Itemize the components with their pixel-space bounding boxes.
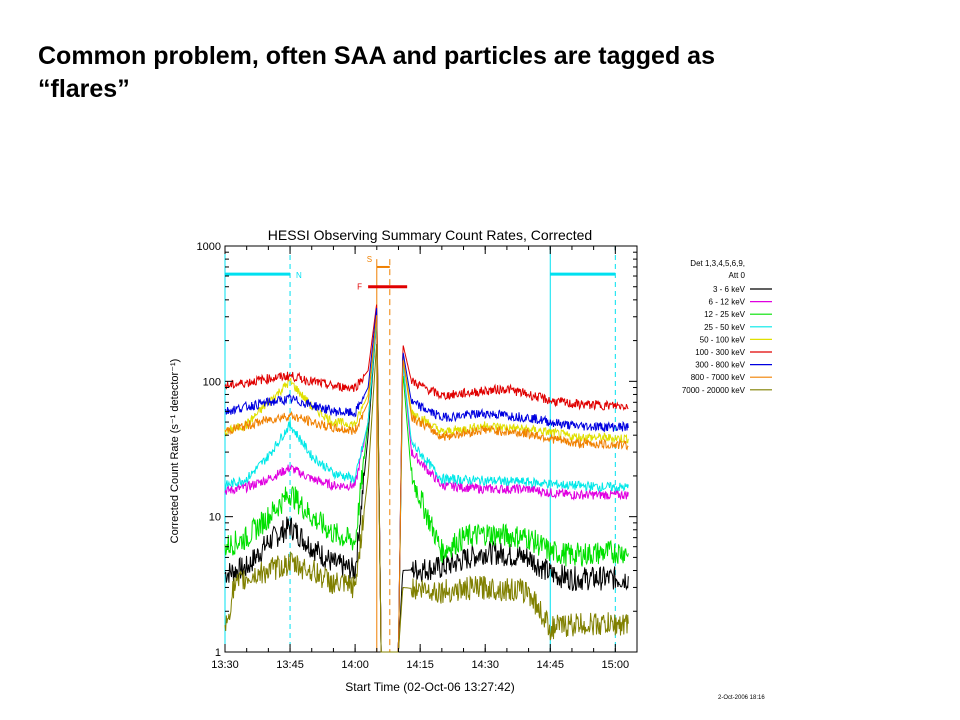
y-tick-label-1: 10: [209, 512, 221, 524]
x-tick-label-0: 13:30: [211, 659, 239, 671]
legend-entry-label-3: 25 - 50 keV: [704, 323, 746, 332]
legend-entry-label-2: 12 - 25 keV: [704, 310, 746, 319]
legend-entry-label-8: 7000 - 20000 keV: [682, 386, 746, 395]
legend-header-1: Att 0: [729, 271, 746, 280]
series-line-1: [224, 319, 629, 653]
legend-entry-label-1: 6 - 12 keV: [709, 298, 746, 307]
y-tick-label-2: 100: [203, 376, 221, 388]
footer-timestamp: 2-Oct-2006 18:16: [718, 695, 765, 701]
plot-area: N S F 1 10 100 1000 13:30 13:45 14:00 14:15 14:30 14…: [197, 241, 638, 671]
legend-entry-label-6: 300 - 800 keV: [695, 361, 745, 370]
series-line-6: [224, 308, 629, 653]
series-line-7: [224, 315, 629, 653]
x-tick-label-6: 15:00: [602, 659, 630, 671]
legend-header-0: Det 1,3,4,5,6,9,: [690, 259, 745, 268]
legend-entry-label-5: 100 - 300 keV: [695, 348, 745, 357]
series-line-5: [224, 304, 629, 653]
y-tick-label-3: 1000: [197, 241, 221, 253]
legend-entry-label-0: 3 - 6 keV: [713, 285, 746, 294]
slide-title-line2: “flares”: [38, 75, 130, 103]
legend-entry-label-4: 50 - 100 keV: [700, 335, 746, 344]
x-axis-label: Start Time (02-Oct-06 13:27:42): [345, 680, 514, 694]
x-tick-label-2: 14:00: [341, 659, 369, 671]
saa-label: S: [367, 255, 372, 264]
y-tick-label-0: 1: [215, 647, 221, 659]
x-tick-label-3: 14:15: [406, 659, 434, 671]
slide-title: Common problem, often SAA and particles …: [38, 40, 938, 106]
flare-label: F: [357, 283, 362, 292]
series-line-4: [224, 309, 629, 653]
legend-entry-label-7: 800 - 7000 keV: [691, 373, 746, 382]
legend: Det 1,3,4,5,6,9, Att 0 3 - 6 keV 6 - 12 keV…: [682, 259, 772, 395]
x-tick-label-1: 13:45: [276, 659, 304, 671]
plot-frame: [224, 245, 638, 653]
series-line-3: [224, 319, 629, 653]
series-line-0: [224, 319, 629, 653]
series-line-8: [224, 343, 629, 653]
y-axis-label: Corrected Count Rate (s⁻¹ detector⁻¹): [169, 359, 181, 544]
chart-title: HESSI Observing Summary Count Rates, Cor…: [268, 227, 592, 243]
x-tick-label-5: 14:45: [536, 659, 564, 671]
series-line-2: [224, 319, 629, 653]
slide-title-line1: Common problem, often SAA and particles …: [38, 42, 715, 70]
night-label: N: [296, 271, 302, 280]
x-tick-label-4: 14:30: [471, 659, 499, 671]
